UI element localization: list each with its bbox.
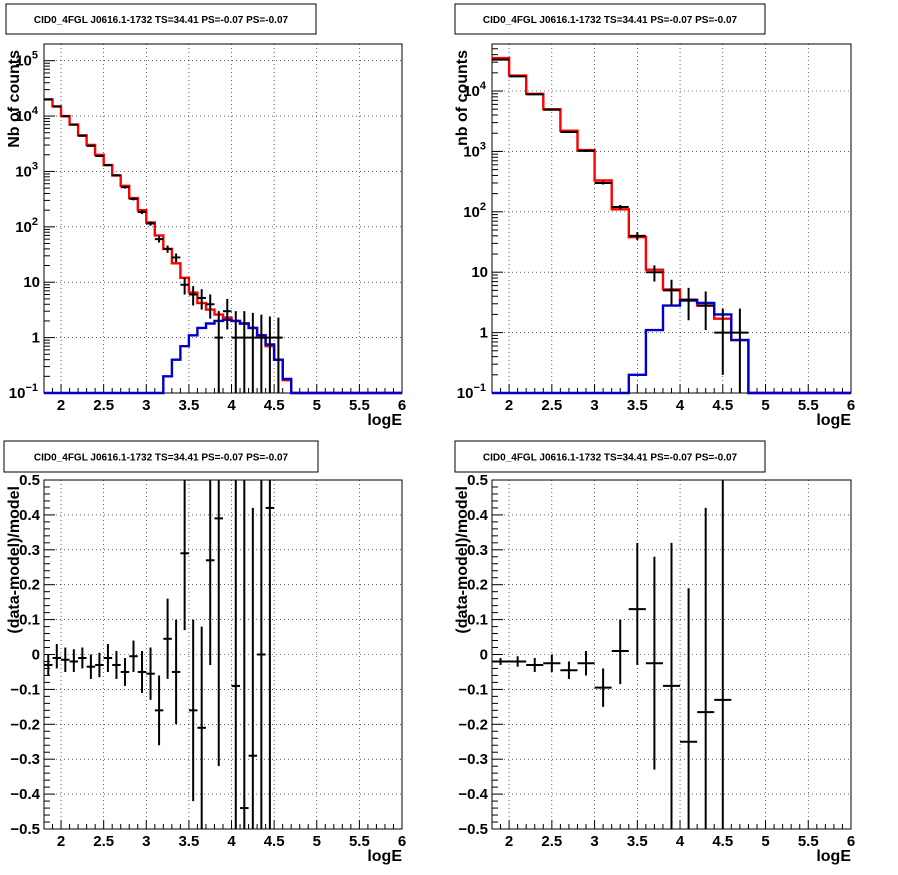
y-tick-label: −0.1 — [458, 681, 488, 698]
y-tick-label: 0.5 — [467, 472, 488, 489]
y-axis-title: (data-model)/model — [454, 486, 471, 634]
x-tick-label: 5 — [761, 397, 769, 414]
y-axis-title: Nb of counts — [6, 50, 23, 148]
y-tick-label: 0.4 — [467, 507, 489, 524]
y-tick-label: −0.3 — [458, 751, 488, 768]
y-axis-title: nb of counts — [454, 50, 471, 146]
y-tick-label: 0.1 — [19, 612, 40, 629]
y-tick-label: −0.2 — [10, 716, 40, 733]
x-tick-label: 2 — [505, 397, 513, 414]
x-tick-label: 3.5 — [178, 397, 199, 414]
x-tick-label: 5 — [761, 833, 769, 850]
y-tick-label: −0.4 — [458, 786, 488, 803]
x-axis-title: logE — [367, 412, 402, 429]
y-tick-label: 0.2 — [467, 577, 488, 594]
x-tick-label: 3 — [142, 833, 150, 850]
y-tick-label: 104 — [463, 80, 487, 100]
x-tick-label: 3.5 — [627, 833, 648, 850]
x-tick-label: 2.5 — [541, 397, 562, 414]
y-tick-label: 0.5 — [19, 472, 40, 489]
chart-panel-2: CID0_4FGL J0616.1-1732 TS=34.41 PS=-0.07… — [454, 3, 855, 429]
chart-title: CID0_4FGL J0616.1-1732 TS=34.41 PS=-0.07… — [483, 15, 738, 26]
x-tick-label: 2 — [57, 397, 65, 414]
x-tick-label: 4.5 — [264, 397, 285, 414]
y-tick-label: 105 — [15, 50, 38, 70]
x-axis-title: logE — [816, 412, 851, 429]
x-tick-label: 5.5 — [349, 833, 370, 850]
x-tick-label: 5 — [313, 833, 321, 850]
x-tick-label: 3 — [142, 397, 150, 414]
y-tick-label: 0.1 — [467, 612, 488, 629]
series-1-step-line — [44, 98, 402, 395]
x-tick-label: 5.5 — [349, 397, 370, 414]
plot-frame — [43, 43, 403, 394]
series-2-step-line — [44, 318, 402, 395]
y-tick-label: 10−1 — [457, 382, 486, 402]
y-tick-label: −0.5 — [458, 821, 488, 838]
x-tick-label: 4 — [227, 833, 236, 850]
y-tick-label: 0.3 — [467, 542, 488, 559]
x-tick-label: 4.5 — [712, 833, 733, 850]
y-tick-label: −0.2 — [458, 716, 488, 733]
x-tick-label: 2 — [57, 833, 65, 850]
series-2-step-line — [492, 299, 851, 395]
y-tick-label: 1 — [480, 325, 488, 342]
x-tick-label: 3.5 — [627, 397, 648, 414]
y-tick-label: 10−1 — [9, 382, 38, 402]
chart-title: CID0_4FGL J0616.1-1732 TS=34.41 PS=-0.07… — [34, 453, 289, 464]
title-box — [454, 3, 766, 35]
x-tick-label: 6 — [847, 833, 855, 850]
y-tick-label: −0.4 — [10, 786, 40, 803]
x-tick-label: 4 — [676, 833, 685, 850]
series-1-step-line — [492, 56, 851, 395]
y-axis-title: (data-model)/model — [6, 486, 23, 634]
y-tick-label: −0.5 — [10, 821, 40, 838]
x-tick-label: 4 — [676, 397, 685, 414]
y-tick-label: 0.4 — [19, 507, 41, 524]
x-axis-title: logE — [367, 848, 402, 865]
y-tick-label: 1 — [32, 330, 40, 347]
title-box — [454, 440, 766, 473]
chart-panel-1: CID0_4FGL J0616.1-1732 TS=34.41 PS=-0.07… — [5, 3, 406, 429]
x-tick-label: 6 — [847, 397, 855, 414]
y-tick-label: 10 — [471, 264, 488, 281]
y-tick-label: −0.3 — [10, 751, 40, 768]
x-tick-label: 3.5 — [178, 833, 199, 850]
x-tick-label: 2.5 — [93, 833, 114, 850]
x-tick-label: 4 — [227, 397, 236, 414]
x-tick-label: 3 — [590, 397, 598, 414]
y-tick-label: 103 — [15, 160, 38, 180]
y-tick-label: 0 — [32, 647, 40, 664]
plot-frame — [491, 43, 852, 394]
x-tick-label: 5.5 — [798, 397, 819, 414]
y-tick-label: 0.2 — [19, 577, 40, 594]
y-tick-label: −0.1 — [10, 681, 40, 698]
chart-panel-3: CID0_4FGL J0616.1-1732 TS=34.41 PS=-0.07… — [3, 440, 406, 865]
y-tick-label: 103 — [463, 140, 486, 160]
y-tick-label: 104 — [15, 105, 39, 125]
chart-panel-4: CID0_4FGL J0616.1-1732 TS=34.41 PS=-0.07… — [454, 440, 855, 865]
title-box — [5, 3, 317, 35]
chart-title: CID0_4FGL J0616.1-1732 TS=34.41 PS=-0.07… — [483, 453, 738, 464]
title-box — [3, 440, 319, 473]
x-tick-label: 4.5 — [712, 397, 733, 414]
x-tick-label: 4.5 — [264, 833, 285, 850]
x-axis-title: logE — [816, 848, 851, 865]
x-tick-label: 2.5 — [541, 833, 562, 850]
chart-title: CID0_4FGL J0616.1-1732 TS=34.41 PS=-0.07… — [34, 15, 289, 26]
x-tick-label: 6 — [398, 833, 406, 850]
x-tick-label: 6 — [398, 397, 406, 414]
y-tick-label: 0 — [480, 647, 488, 664]
x-tick-label: 3 — [590, 833, 598, 850]
x-tick-label: 5 — [313, 397, 321, 414]
x-tick-label: 2.5 — [93, 397, 114, 414]
x-tick-label: 5.5 — [798, 833, 819, 850]
y-tick-label: 102 — [15, 216, 38, 236]
y-tick-label: 10 — [23, 274, 40, 291]
x-tick-label: 2 — [505, 833, 513, 850]
y-tick-label: 0.3 — [19, 542, 40, 559]
y-tick-label: 102 — [463, 201, 486, 221]
